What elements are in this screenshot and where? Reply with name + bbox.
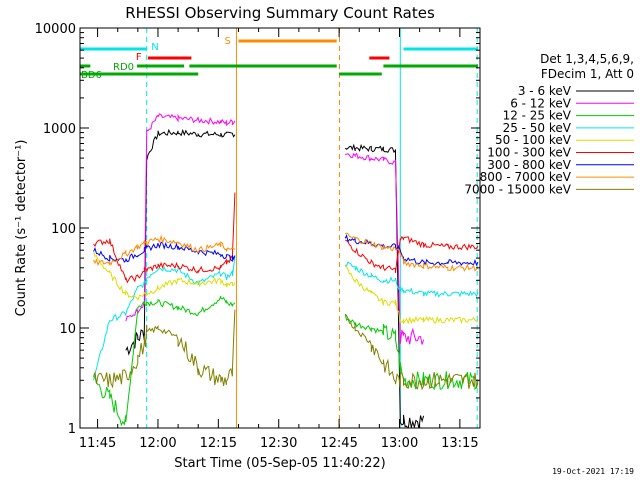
legend-label-3: 12 - 25 keV <box>503 109 572 123</box>
flag-label-bd6: BD6 <box>81 70 102 81</box>
flag-label-s: S <box>224 36 230 47</box>
y-tick-label-10: 10 <box>59 322 76 337</box>
x-tick-label-1300: 13:00 <box>381 436 418 451</box>
legend-label-4: 25 - 50 keV <box>503 121 572 135</box>
x-tick-label-1145: 11:45 <box>79 436 116 451</box>
x-tick-label-1200: 12:00 <box>139 436 176 451</box>
x-tick-label-1215: 12:15 <box>200 436 237 451</box>
series-line-3 <box>93 295 479 427</box>
y-tick-label-100: 100 <box>51 222 76 237</box>
flag-label-f: F <box>136 52 142 63</box>
legend-label-5: 50 - 100 keV <box>495 133 572 147</box>
series-line-6 <box>93 192 479 284</box>
legend-label-9: 7000 - 15000 keV <box>464 182 571 196</box>
flag-label-n: N <box>151 42 158 53</box>
series-line-1 <box>125 128 425 428</box>
flag-label-rd0: RD0 <box>113 62 134 73</box>
legend-header-line-2: FDecim 1, Att 0 <box>541 67 634 81</box>
series-line-9 <box>93 309 479 391</box>
y-tick-label-1000: 1000 <box>43 122 76 137</box>
x-axis-label: Start Time (05-Sep-05 11:40:22) <box>174 456 385 471</box>
y-axis-label: Count Rate (s⁻¹ detector⁻¹) <box>14 140 29 317</box>
legend-label-8: 800 - 7000 keV <box>480 170 572 184</box>
generation-timestamp: 19-Oct-2021 17:19 <box>552 467 634 476</box>
y-tick-label-10000: 10000 <box>35 22 76 37</box>
legend-header-line-1: Det 1,3,4,5,6,9, <box>540 52 634 66</box>
series-line-4 <box>93 256 479 381</box>
legend: Det 1,3,4,5,6,9, FDecim 1, Att 0 3 - 6 k… <box>464 52 634 196</box>
legend-label-7: 300 - 800 keV <box>487 158 571 172</box>
x-tick-label-1245: 12:45 <box>320 436 357 451</box>
series-line-8 <box>93 232 479 272</box>
x-tick-label-1315: 13:15 <box>441 436 478 451</box>
chart-title: RHESSI Observing Summary Count Rates <box>125 4 435 22</box>
series-line-5 <box>93 251 479 325</box>
x-tick-label-1230: 12:30 <box>260 436 297 451</box>
legend-label-6: 100 - 300 keV <box>487 146 571 160</box>
legend-label-2: 6 - 12 keV <box>510 96 572 110</box>
y-tick-label-1: 1 <box>68 422 76 437</box>
legend-label-1: 3 - 6 keV <box>518 84 572 98</box>
